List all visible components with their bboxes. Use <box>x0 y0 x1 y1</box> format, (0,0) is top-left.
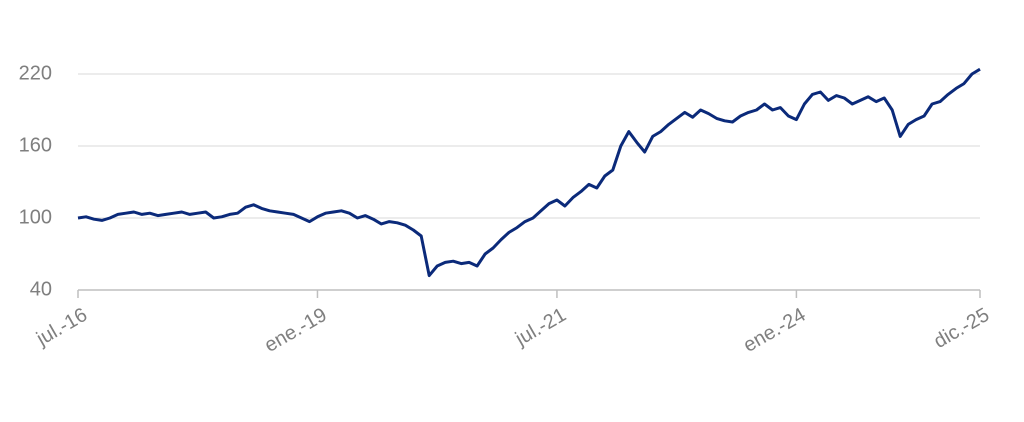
x-tick-label: jul.-21 <box>511 304 570 351</box>
x-tick-label: ene.-19 <box>261 304 331 357</box>
y-tick-label: 100 <box>19 206 52 228</box>
y-tick-label: 40 <box>30 278 52 300</box>
series-line <box>77 67 981 278</box>
x-tick-label: ene.-24 <box>740 304 810 357</box>
y-tick-label: 160 <box>19 134 52 156</box>
x-tick-label: dic.-25 <box>930 304 993 353</box>
x-tick-label: jul.-16 <box>32 304 91 351</box>
y-tick-label: 220 <box>19 62 52 84</box>
